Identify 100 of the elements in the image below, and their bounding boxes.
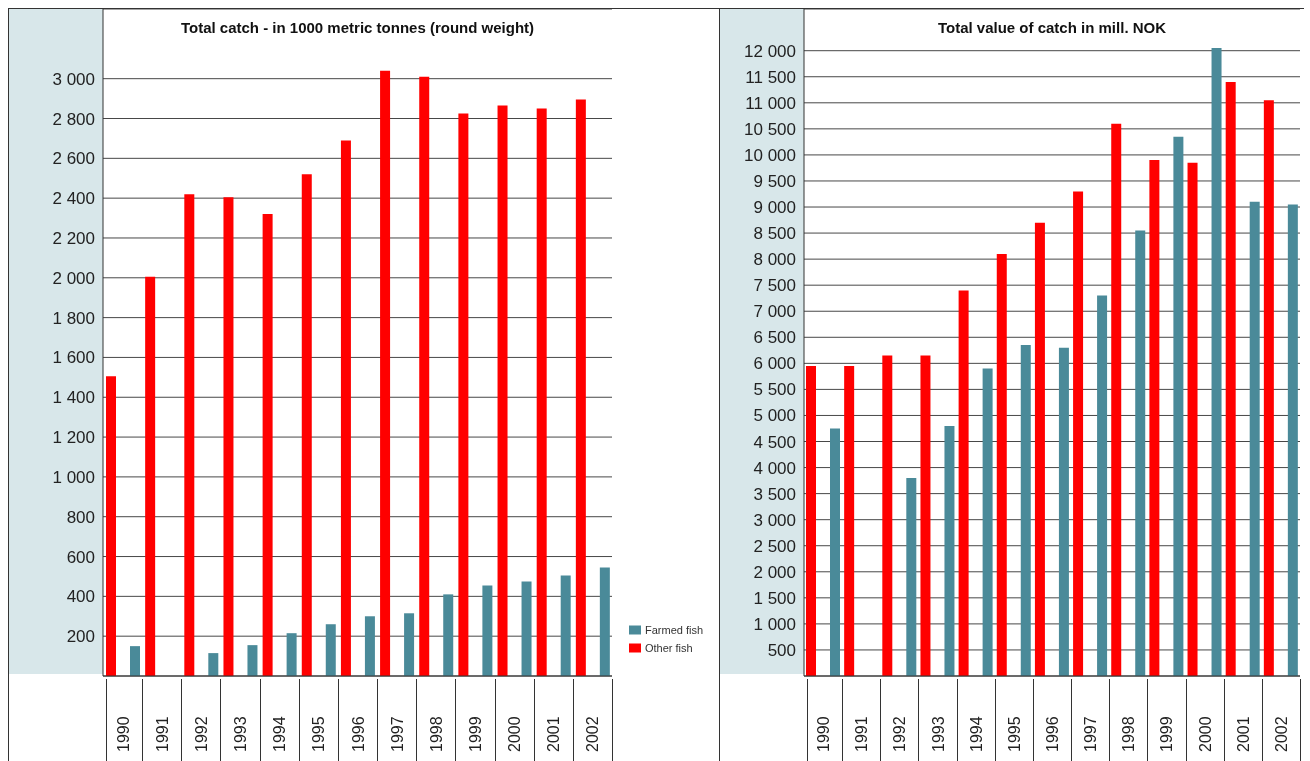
y-tick-label: 1 500 [753, 588, 796, 608]
y-tick-label: 10 000 [744, 145, 796, 165]
x-tick-label: 1992 [192, 716, 210, 752]
bar [223, 197, 234, 676]
y-tick-label: 2 200 [52, 229, 95, 249]
bar [1135, 230, 1146, 676]
y-tick-label: 8 500 [753, 224, 796, 244]
legend-label: Farmed fish [645, 624, 704, 636]
y-tick-label: 11 500 [745, 67, 796, 87]
x-tick-label: 1994 [271, 716, 289, 752]
y-tick-label: 2 000 [753, 562, 796, 582]
bar [130, 646, 140, 676]
y-tick-label: 600 [66, 547, 95, 567]
y-tick-label: 400 [66, 587, 95, 607]
x-tick-label: 2002 [1272, 716, 1290, 752]
y-tick-label: 2 600 [52, 149, 95, 169]
x-tick-label: 2000 [506, 716, 524, 752]
bar [958, 290, 969, 676]
bar [944, 425, 955, 676]
x-tick-label: 1997 [388, 716, 406, 752]
bar [145, 276, 156, 676]
bar [458, 113, 469, 676]
bar [1111, 123, 1122, 676]
y-tick-label: 4 500 [753, 432, 796, 452]
x-tick-label: 1990 [815, 716, 833, 752]
x-tick-label: 1999 [466, 716, 484, 752]
y-tick-label: 8 000 [753, 250, 796, 270]
y-tick-label: 1 000 [52, 467, 95, 487]
y-tick-label: 6 500 [753, 328, 796, 348]
bar [364, 616, 375, 676]
bar [560, 575, 571, 676]
bar [1187, 162, 1198, 676]
bar [419, 76, 430, 676]
y-tick-label: 2 500 [753, 536, 796, 556]
bar [806, 365, 816, 676]
legend-label: Other fish [645, 642, 693, 654]
y-tick-label: 3 000 [753, 510, 796, 530]
y-tick-label: 1 000 [753, 614, 796, 634]
bar [906, 477, 917, 676]
y-tick-label: 800 [66, 507, 95, 527]
x-tick-label: 1993 [232, 716, 250, 752]
bar [325, 624, 336, 676]
y-tick-label: 6 000 [753, 354, 796, 374]
bar [599, 567, 610, 676]
bar [380, 70, 391, 676]
bar [247, 645, 258, 676]
x-tick-label: 1998 [1120, 716, 1138, 752]
bar [497, 105, 508, 676]
x-tick-label: 2002 [584, 716, 602, 752]
text: Total value of catch in mill. NOK [936, 19, 1168, 36]
y-tick-label: 4 000 [753, 458, 796, 478]
y-tick-label: 3 000 [52, 69, 95, 89]
bar [1073, 191, 1084, 676]
y-tick-label: 1 200 [52, 428, 95, 448]
x-tick-label: 1990 [114, 716, 132, 752]
x-tick-label: 1996 [349, 716, 367, 752]
y-tick-label: 10 500 [744, 119, 796, 139]
bar [521, 581, 532, 676]
x-tick-label: 2001 [1234, 716, 1252, 752]
bar [262, 214, 273, 676]
bar [184, 194, 195, 676]
bar [443, 594, 454, 676]
bar [1211, 48, 1222, 676]
y-tick-label: 2 800 [52, 109, 95, 129]
bar [1097, 295, 1108, 676]
y-tick-label: 500 [767, 640, 796, 660]
y-tick-label: 12 000 [744, 41, 796, 61]
bar [1034, 222, 1045, 676]
bar [996, 253, 1007, 676]
bar [208, 653, 219, 676]
bar [1020, 345, 1031, 676]
y-tick-label: 2 400 [52, 189, 95, 209]
y-tick-label: 5 000 [753, 406, 796, 426]
y-tick-label: 7 500 [753, 276, 796, 296]
text: Total catch - in 1000 metric tonnes (round weight) [179, 19, 536, 36]
bar [286, 633, 297, 676]
bar [301, 174, 312, 676]
bar [844, 365, 855, 676]
y-tick-label: 1 800 [52, 308, 95, 328]
y-tick-label: 5 500 [753, 380, 796, 400]
y-tick-label: 9 000 [753, 198, 796, 218]
y-tick-label: 1 400 [52, 388, 95, 408]
bar [340, 140, 351, 676]
x-tick-label: 1995 [310, 716, 328, 752]
bar [1173, 136, 1184, 676]
bar [536, 108, 547, 676]
x-tick-label: 2000 [1196, 716, 1214, 752]
x-tick-label: 1991 [153, 716, 171, 752]
x-tick-label: 1999 [1158, 716, 1176, 752]
bar [482, 585, 493, 676]
x-tick-label: 1997 [1082, 716, 1100, 752]
bar [920, 355, 931, 676]
bar [982, 368, 993, 676]
x-tick-label: 1994 [967, 716, 985, 752]
bar [1263, 100, 1274, 676]
bar [830, 428, 840, 676]
bar [1225, 81, 1236, 676]
x-tick-label: 2001 [545, 716, 563, 752]
bar [1249, 201, 1260, 676]
x-tick-label: 1998 [427, 716, 445, 752]
